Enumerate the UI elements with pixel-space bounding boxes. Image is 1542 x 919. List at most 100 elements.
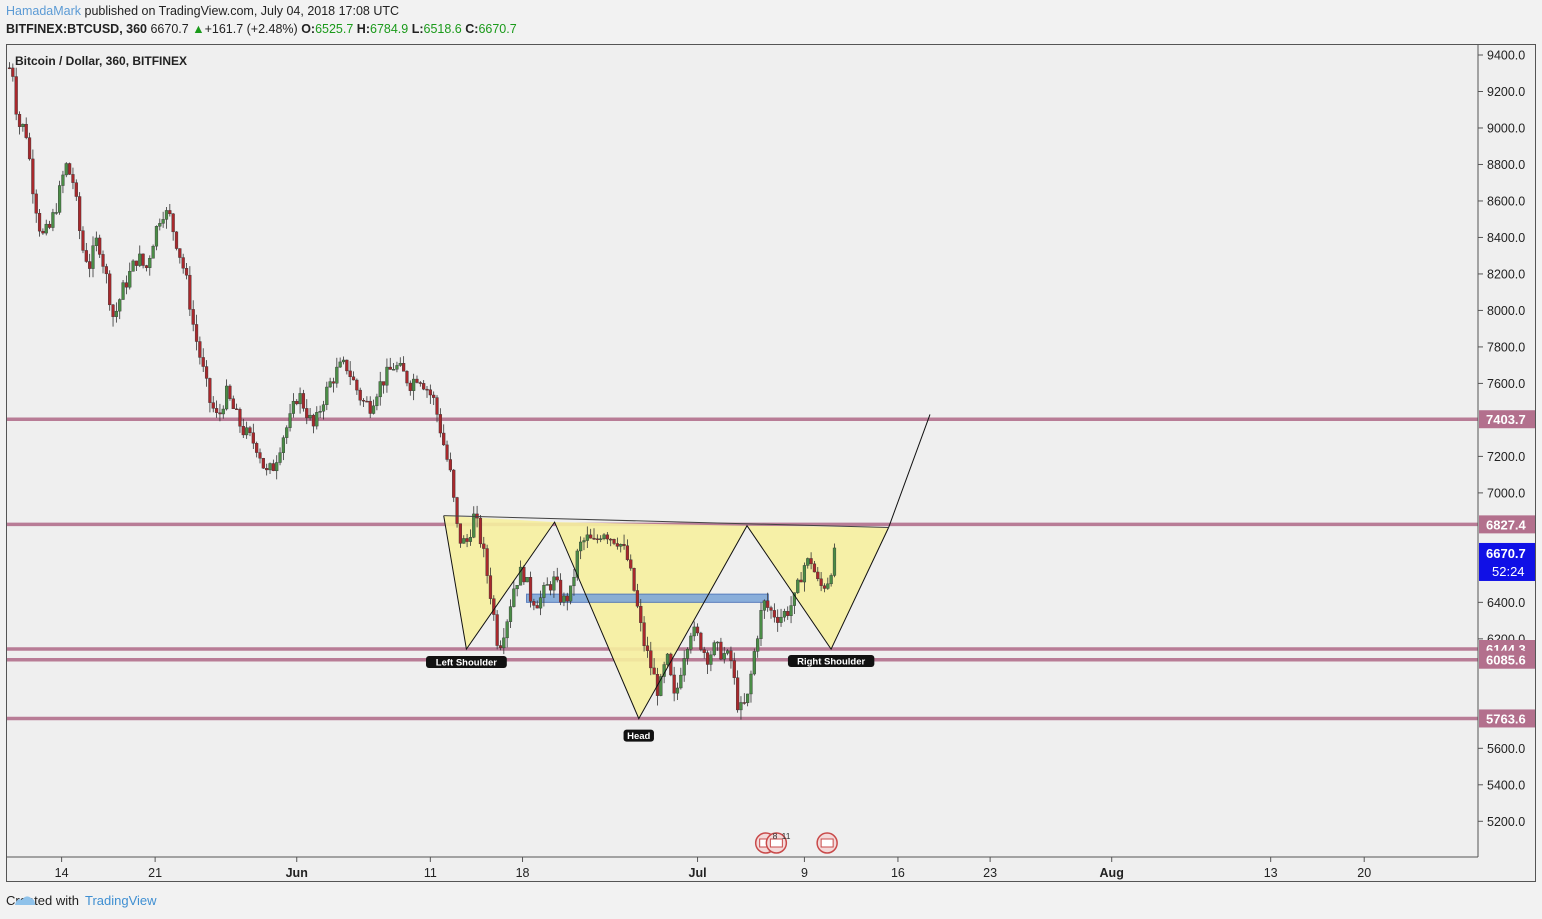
candle-body[interactable] [508, 606, 513, 622]
candle-body[interactable] [595, 538, 599, 540]
candle-body[interactable] [428, 389, 432, 396]
candle-body[interactable] [361, 400, 366, 402]
candle-body[interactable] [792, 592, 796, 606]
left-shoulder-triangle[interactable] [443, 515, 555, 650]
candle-body[interactable] [128, 271, 132, 288]
candle-body[interactable] [325, 386, 329, 405]
candle-body[interactable] [24, 123, 28, 138]
candle-body[interactable] [111, 304, 115, 317]
candle-body[interactable] [285, 427, 289, 438]
candle-body[interactable] [565, 595, 569, 602]
candle-body[interactable] [338, 361, 342, 368]
candle-body[interactable] [395, 365, 399, 370]
candle-body[interactable] [171, 213, 175, 233]
candle-body[interactable] [488, 575, 493, 599]
candle-body[interactable] [712, 642, 716, 656]
candle-body[interactable] [505, 621, 509, 639]
candle-body[interactable] [622, 544, 626, 546]
candle-body[interactable] [315, 412, 319, 427]
candle-body[interactable] [739, 702, 743, 711]
candle-body[interactable] [659, 676, 663, 696]
candle-body[interactable] [37, 213, 42, 232]
candle-body[interactable] [512, 588, 516, 607]
candle-body[interactable] [522, 566, 526, 583]
candle-body[interactable] [635, 590, 640, 607]
candle-body[interactable] [241, 426, 245, 436]
candle-body[interactable] [204, 366, 209, 379]
candle-body[interactable] [599, 538, 603, 540]
candle-body[interactable] [809, 558, 813, 565]
candle-body[interactable] [7, 67, 12, 69]
candle-body[interactable] [321, 404, 326, 412]
candle-body[interactable] [214, 408, 219, 413]
candle-body[interactable] [732, 660, 736, 678]
candle-body[interactable] [455, 497, 459, 524]
candle-body[interactable] [786, 611, 790, 616]
candle-body[interactable] [68, 163, 72, 175]
tradingview-link[interactable]: TradingView [84, 893, 157, 908]
candle-body[interactable] [702, 649, 706, 653]
candle-body[interactable] [679, 674, 683, 689]
candle-body[interactable] [535, 605, 539, 609]
candle-body[interactable] [822, 585, 827, 589]
candle-body[interactable] [669, 653, 673, 676]
candle-body[interactable] [542, 585, 546, 598]
candle-body[interactable] [291, 400, 295, 414]
candle-body[interactable] [114, 310, 118, 317]
candle-body[interactable] [592, 537, 596, 540]
candle-body[interactable] [368, 400, 372, 414]
candle-body[interactable] [408, 382, 412, 391]
candle-body[interactable] [311, 414, 316, 427]
candle-body[interactable] [351, 376, 356, 381]
candle-body[interactable] [188, 274, 192, 310]
candle-body[interactable] [756, 638, 760, 652]
candle-body[interactable] [295, 400, 299, 405]
candle-body[interactable] [502, 637, 506, 649]
candle-body[interactable] [144, 265, 149, 268]
candle-body[interactable] [699, 632, 703, 650]
candle-body[interactable] [14, 76, 18, 115]
candle-body[interactable] [281, 437, 285, 453]
candle-body[interactable] [174, 231, 179, 249]
candle-body[interactable] [422, 383, 426, 390]
candle-body[interactable] [625, 545, 629, 560]
candle-body[interactable] [251, 432, 255, 444]
candle-body[interactable] [719, 641, 723, 660]
candle-body[interactable] [261, 458, 265, 469]
candle-body[interactable] [782, 611, 786, 618]
candle-body[interactable] [371, 405, 376, 414]
candle-body[interactable] [34, 193, 38, 214]
candle-body[interactable] [709, 654, 713, 665]
candle-body[interactable] [118, 299, 122, 312]
candle-body[interactable] [298, 393, 302, 405]
head-triangle[interactable] [554, 522, 747, 719]
candle-body[interactable] [348, 370, 352, 378]
candle-body[interactable] [478, 517, 483, 545]
candle-body[interactable] [448, 459, 452, 471]
candle-body[interactable] [452, 469, 456, 498]
candle-body[interactable] [736, 677, 740, 711]
candle-body[interactable] [381, 381, 386, 386]
candle-body[interactable] [11, 67, 15, 77]
candle-body[interactable] [64, 163, 68, 176]
candle-body[interactable] [492, 598, 496, 615]
candle-body[interactable] [378, 381, 382, 398]
candle-body[interactable] [255, 443, 259, 453]
candle-body[interactable] [442, 432, 446, 446]
candle-body[interactable] [194, 324, 199, 342]
candle-body[interactable] [61, 174, 65, 186]
candle-body[interactable] [288, 413, 292, 428]
candle-body[interactable] [605, 534, 609, 540]
candle-body[interactable] [47, 223, 52, 228]
candle-body[interactable] [498, 645, 503, 649]
candle-body[interactable] [17, 114, 22, 127]
candle-body[interactable] [652, 667, 656, 675]
neckline[interactable] [443, 515, 889, 529]
candle-body[interactable] [198, 341, 202, 358]
candle-body[interactable] [318, 410, 322, 413]
candle-body[interactable] [772, 610, 776, 618]
candle-body[interactable] [582, 540, 586, 543]
candle-body[interactable] [555, 576, 559, 581]
pattern-zigzag-line[interactable] [443, 414, 931, 720]
candle-body[interactable] [819, 578, 823, 586]
